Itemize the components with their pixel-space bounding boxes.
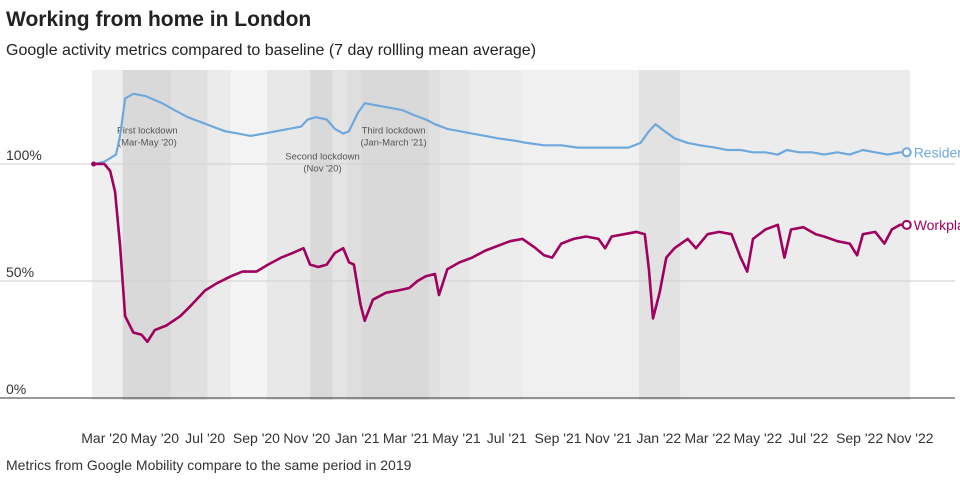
shade-band [230,70,268,400]
annotation-label: Third lockdown [362,126,426,137]
x-tick-label: Mar '20 [81,430,127,446]
y-tick-label: 0% [6,381,26,397]
shade-band [170,70,208,400]
x-tick-label: Jul '22 [788,430,828,446]
x-axis-ticks: Mar '20 May '20 Jul '20 Sep '20 Nov '20 Jan '… [81,430,933,446]
x-tick-label: Mar '22 [684,430,730,446]
x-tick-label: May '20 [130,430,179,446]
x-tick-label: May '22 [734,430,783,446]
annotation-label: First lockdown [117,126,178,137]
shade-band [332,70,348,400]
annotation-label: (Jan-March '21) [360,138,426,149]
series-lines: Residential Workplaces [91,92,960,344]
chart-subtitle: Google activity metrics compared to base… [6,42,537,59]
gridlines [0,163,955,399]
x-tick-label: Jul '21 [487,430,527,446]
y-tick-label: 100% [6,147,42,163]
x-tick-label: Jul '20 [185,430,225,446]
y-tick-label: 50% [6,264,34,280]
series-end-marker [901,219,912,230]
chart-title: Working from home in London [6,8,312,31]
shade-band [429,70,441,400]
shade-band [680,70,910,400]
shade-band [122,70,171,400]
series-label-workplaces: Workplaces [914,217,960,233]
shade-band [310,70,333,400]
x-tick-label: Jan '21 [335,430,380,446]
x-tick-label: Nov '21 [585,430,632,446]
series-end-marker [901,147,912,158]
annotation-label: (Mar-May '20) [118,138,177,149]
x-tick-label: Mar '21 [383,430,429,446]
x-tick-label: Jan '22 [636,430,681,446]
x-tick-label: Sep '21 [534,430,581,446]
x-tick-label: Sep '20 [233,430,280,446]
shade-band [207,70,231,400]
series-start-point [91,161,97,167]
chart-footnote: Metrics from Google Mobility compare to … [6,457,412,473]
y-axis-ticks: 0% 50% 100% [6,147,42,397]
lockdown-annotations: First lockdown(Mar-May '20) Second lockdo… [117,126,427,175]
x-tick-label: Nov '22 [886,430,933,446]
x-tick-label: May '21 [432,430,481,446]
shade-band [267,70,311,400]
shade-band [361,70,430,400]
x-tick-label: Nov '20 [283,430,330,446]
annotation-label: (Nov '20) [303,163,341,174]
lockdown-bands [92,70,910,400]
series-label-residential: Residential [914,144,960,160]
shade-band [469,70,522,400]
x-tick-label: Sep '22 [836,430,883,446]
shade-band [440,70,470,400]
series-line-residential [93,92,907,166]
annotation-label: Second lockdown [285,151,359,162]
series-line-workplaces [93,162,907,344]
shade-band [347,70,362,400]
